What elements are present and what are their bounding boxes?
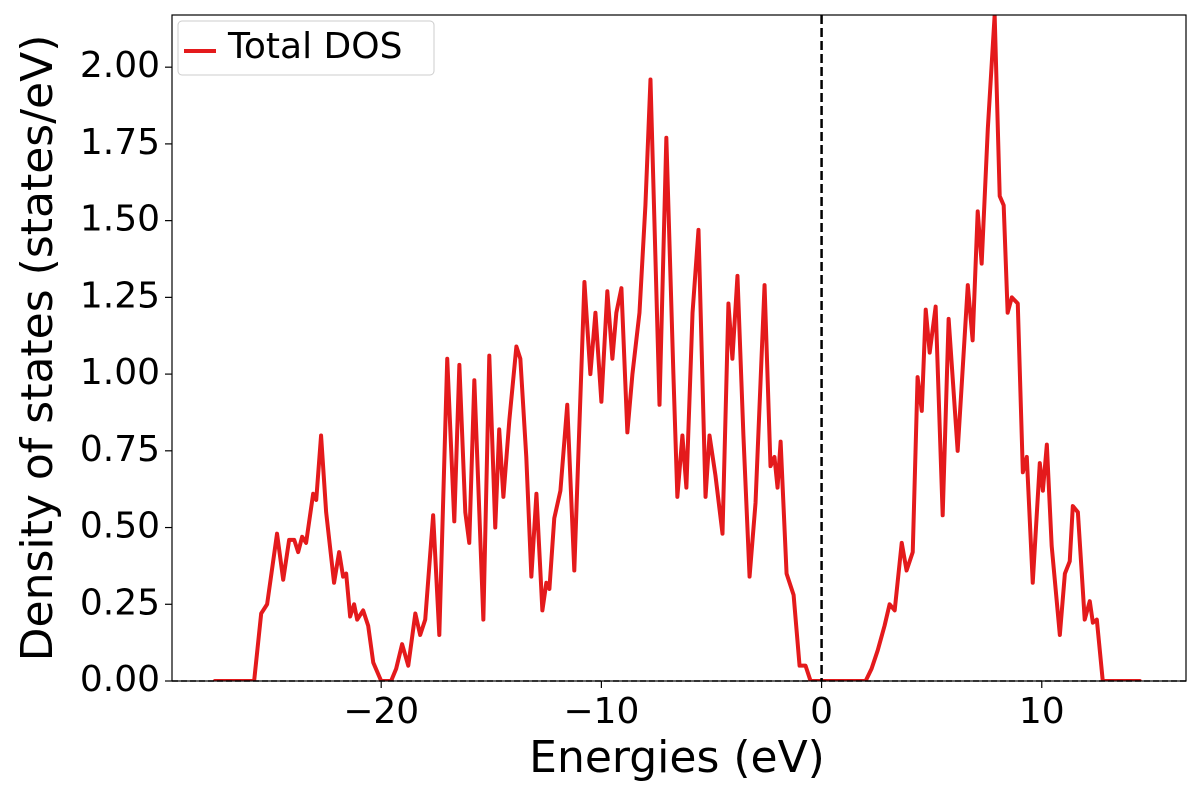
- plot-area: [212, 15, 1142, 681]
- y-tick-label: 0.75: [80, 429, 160, 470]
- x-tick-label: 10: [1019, 691, 1065, 732]
- y-tick-label: 1.75: [80, 122, 160, 163]
- legend-label: Total DOS: [227, 26, 402, 67]
- y-tick-label: 0.25: [80, 582, 160, 623]
- x-tick-label: −20: [343, 691, 419, 732]
- y-tick-label: 1.25: [80, 275, 160, 316]
- x-tick-label: 0: [810, 691, 833, 732]
- x-axis-label: Energies (eV): [529, 732, 825, 783]
- legend-box: [177, 20, 435, 76]
- y-tick-label: 0.50: [80, 506, 160, 547]
- y-tick-label: 2.00: [80, 45, 160, 86]
- y-axis-label: Density of states (states/eV): [12, 35, 63, 662]
- x-tick-label: −10: [563, 691, 639, 732]
- y-tick-label: 0.00: [80, 659, 160, 700]
- series-line: [212, 15, 1142, 681]
- y-tick-label: 1.50: [80, 199, 160, 240]
- y-tick-label: 1.00: [80, 352, 160, 393]
- plot-frame: [171, 14, 1187, 682]
